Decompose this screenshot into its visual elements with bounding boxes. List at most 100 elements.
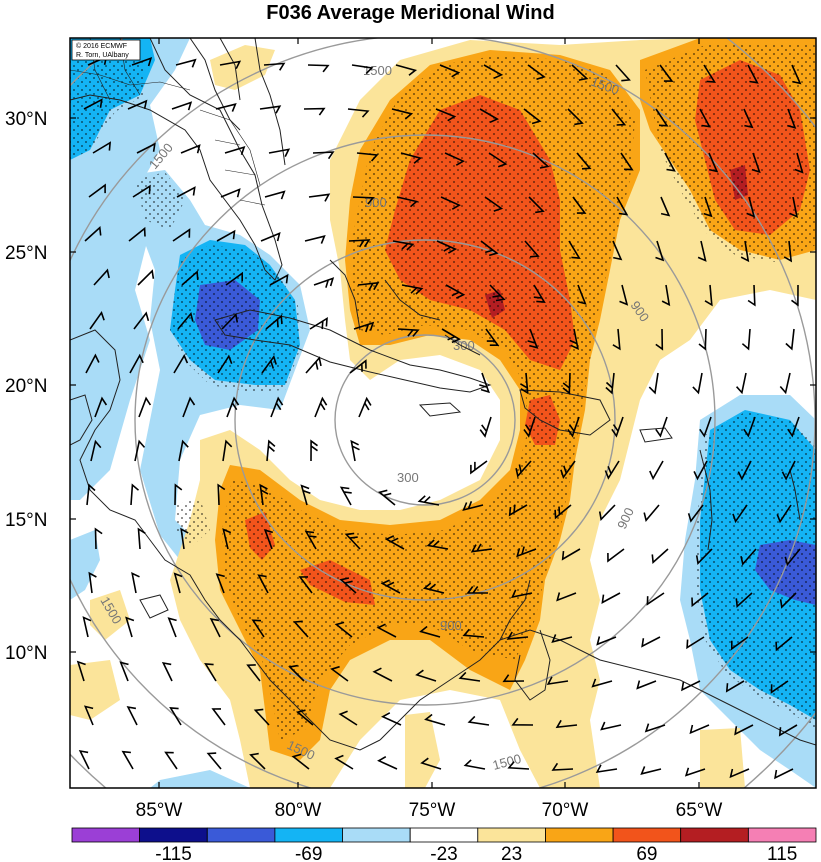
wind-barb xyxy=(466,586,488,594)
wind-barb xyxy=(356,152,379,162)
wind-barb xyxy=(222,439,233,462)
wind-barb xyxy=(732,504,748,524)
wind-barb xyxy=(260,232,281,242)
wind-barb xyxy=(648,372,659,395)
wind-barb xyxy=(94,396,108,418)
wind-barb xyxy=(611,416,624,438)
wind-barb xyxy=(736,372,747,395)
wind-barb xyxy=(485,328,500,346)
colorbar-tick-label: -115 xyxy=(155,844,192,862)
wind-barb xyxy=(693,460,708,481)
wind-barb xyxy=(551,634,573,644)
wind-barb xyxy=(173,572,183,594)
colorbar-swatch xyxy=(612,827,682,843)
wind-barb xyxy=(703,196,713,218)
wind-barb xyxy=(180,527,189,550)
wind-barb xyxy=(217,354,233,374)
wind-barb xyxy=(86,483,96,506)
wind-barb xyxy=(269,273,289,286)
wind-barb xyxy=(83,98,103,110)
wind-barb xyxy=(612,240,623,261)
wind-barb xyxy=(784,548,801,567)
wind-barb xyxy=(177,311,194,330)
svg-text:300: 300 xyxy=(397,470,419,485)
wind-barb xyxy=(313,277,335,288)
wind-barb xyxy=(137,269,155,286)
colorbar-swatch xyxy=(545,827,614,843)
wind-barb xyxy=(743,416,756,438)
wind-barb xyxy=(384,535,405,550)
wind-barb xyxy=(380,579,401,594)
wind-barb xyxy=(655,108,669,127)
wind-barb xyxy=(604,460,620,480)
wind-barb xyxy=(349,359,367,374)
wind-barb xyxy=(787,108,797,129)
wind-barb xyxy=(440,196,461,210)
wind-barb xyxy=(470,543,493,553)
wind-barb xyxy=(352,196,375,205)
wind-barb xyxy=(126,706,138,726)
wind-barb xyxy=(596,636,617,646)
wind-barb xyxy=(125,616,135,638)
wind-barb xyxy=(83,705,94,726)
wind-barb xyxy=(270,396,284,418)
lon-axis xyxy=(158,38,700,788)
wind-barb xyxy=(131,572,140,594)
wind-barb xyxy=(528,196,545,214)
wind-barb xyxy=(89,310,105,330)
colorbar-tick-label: -23 xyxy=(430,844,457,862)
wind-barb xyxy=(551,762,574,771)
wind-barb xyxy=(222,528,232,550)
wind-barb xyxy=(420,757,442,770)
wind-barb xyxy=(692,372,703,395)
wind-barb xyxy=(511,589,533,599)
wind-barb xyxy=(781,460,796,481)
wind-barb xyxy=(484,196,504,212)
wind-barb xyxy=(568,240,581,260)
wind-barb xyxy=(259,483,269,506)
wind-barb xyxy=(180,144,201,154)
wind-barb xyxy=(779,372,791,395)
wind-barb xyxy=(419,625,441,638)
wind-barb xyxy=(381,712,402,726)
wind-barb xyxy=(182,396,196,418)
lat-axis xyxy=(70,117,816,653)
wind-barb xyxy=(524,240,540,258)
lon-label: 70°W xyxy=(542,800,589,821)
wind-barb xyxy=(372,667,393,682)
wind-barb xyxy=(612,328,621,351)
wind-barb xyxy=(561,548,581,561)
wind-barb xyxy=(689,724,710,735)
wind-barb xyxy=(348,239,371,248)
wind-barb xyxy=(747,284,756,307)
wind-barb xyxy=(508,504,528,517)
wind-barb xyxy=(309,316,328,330)
wind-barb xyxy=(571,64,589,81)
credit-line: R. Torn, UAlbany xyxy=(76,52,129,59)
wind-barb xyxy=(523,416,536,438)
wind-barb xyxy=(527,64,546,81)
wind-barb xyxy=(445,284,466,299)
wind-barb xyxy=(729,768,750,779)
wind-barb xyxy=(176,186,196,198)
colorbar-tick-label: 69 xyxy=(636,844,657,862)
wind-barb xyxy=(178,439,189,462)
wind-barb xyxy=(655,240,665,262)
wind-barb xyxy=(263,528,274,550)
wind-barb xyxy=(246,664,261,682)
wind-barb xyxy=(567,416,580,438)
wind-barb xyxy=(251,619,265,638)
wind-barb xyxy=(129,353,144,374)
colorbar-labels: -115 -69 -23 23 69 115 xyxy=(155,844,797,862)
wind-barb xyxy=(92,141,112,154)
wind-barb xyxy=(725,680,745,693)
wind-barb xyxy=(181,270,199,286)
wind-barb xyxy=(511,717,534,726)
wind-barb xyxy=(206,752,222,770)
wind-barb xyxy=(435,108,457,122)
wind-barb xyxy=(351,64,374,75)
wind-barb xyxy=(121,750,134,770)
wind-barb xyxy=(479,108,500,124)
wind-barb xyxy=(794,152,804,174)
wind-barb xyxy=(339,577,357,594)
